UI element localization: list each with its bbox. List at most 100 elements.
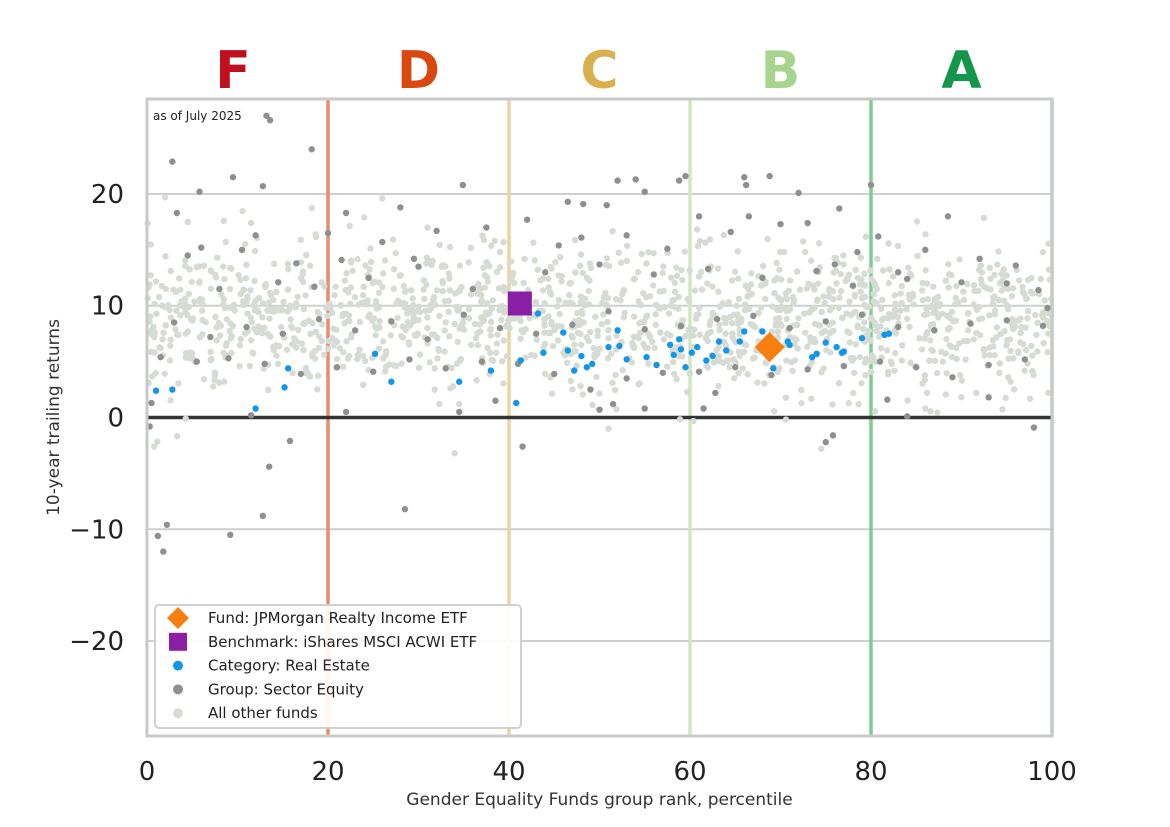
data-point [220, 263, 227, 270]
data-point [487, 332, 495, 339]
data-point [555, 242, 562, 249]
data-point [643, 260, 650, 267]
data-point [1030, 371, 1037, 379]
data-point [942, 350, 949, 357]
data-point [273, 352, 280, 359]
data-point [161, 194, 169, 201]
data-point [1019, 283, 1026, 291]
data-point [989, 299, 997, 307]
data-point [498, 305, 505, 313]
data-point [783, 315, 790, 323]
data-point [740, 348, 748, 356]
data-point [526, 314, 533, 322]
data-point [858, 380, 865, 387]
data-point [653, 361, 660, 369]
data-point [999, 406, 1006, 413]
data-point [695, 273, 703, 280]
data-point [986, 351, 993, 359]
data-point [716, 321, 723, 328]
data-point [975, 287, 982, 295]
data-point [488, 356, 495, 364]
y-tick-labels: −20 −10 0 10 20 [69, 180, 124, 657]
data-point [304, 369, 311, 377]
data-point [542, 269, 549, 276]
data-point [356, 318, 364, 326]
benchmark-marker [507, 291, 532, 316]
data-point [184, 311, 191, 319]
data-point [960, 288, 967, 295]
data-point [303, 251, 310, 259]
data-point [581, 295, 589, 302]
data-point [946, 314, 954, 322]
data-point [165, 301, 172, 309]
data-point [308, 146, 315, 153]
data-point [208, 268, 215, 275]
data-point [1003, 280, 1010, 287]
data-point [594, 332, 601, 340]
series-layer [144, 112, 1055, 555]
data-point [465, 314, 473, 322]
data-point [963, 280, 971, 288]
data-point [571, 341, 578, 348]
data-point [840, 348, 848, 355]
data-point [359, 352, 367, 360]
data-point [390, 285, 397, 292]
data-point [778, 304, 786, 312]
data-point [1000, 266, 1007, 273]
data-point [210, 383, 217, 390]
data-point [314, 372, 322, 380]
data-point [596, 345, 603, 352]
data-point [451, 450, 458, 457]
data-point [700, 405, 707, 412]
data-point [500, 238, 507, 246]
data-point [207, 333, 214, 341]
data-point [445, 333, 453, 340]
data-point [715, 352, 722, 360]
data-point [666, 341, 674, 349]
data-point [659, 269, 666, 277]
data-point [686, 298, 693, 305]
data-point [496, 248, 504, 256]
data-point [585, 301, 593, 308]
data-point [715, 382, 722, 390]
data-point [160, 329, 167, 336]
data-point [154, 532, 162, 540]
data-point [1015, 349, 1022, 356]
data-point [411, 331, 419, 339]
data-point [394, 314, 401, 322]
data-point [379, 270, 387, 277]
data-point [261, 324, 268, 331]
data-point [807, 338, 814, 345]
data-point [292, 304, 299, 311]
data-point [835, 379, 843, 387]
plot-border [145, 97, 1054, 738]
data-point [513, 399, 520, 407]
data-point [970, 301, 977, 308]
data-point [833, 343, 840, 351]
data-point [435, 400, 443, 408]
data-point [498, 316, 505, 324]
data-point [741, 301, 749, 308]
data-point [251, 307, 259, 314]
data-point [820, 365, 827, 372]
data-point [734, 311, 741, 318]
data-point [709, 283, 716, 290]
legend-item: All other funds [173, 704, 318, 722]
data-point [345, 317, 352, 324]
data-point [329, 309, 336, 317]
data-point [248, 337, 255, 344]
y-axis-label: 10-year trailing returns [44, 319, 64, 516]
data-point [836, 205, 843, 212]
data-point [424, 324, 431, 332]
data-point [904, 413, 911, 420]
data-point [891, 367, 898, 374]
data-point [302, 364, 310, 372]
data-point [796, 286, 804, 293]
data-point [577, 251, 585, 258]
data-point [1045, 389, 1052, 396]
data-point [1039, 314, 1047, 321]
data-point [152, 369, 159, 377]
data-point [719, 300, 726, 307]
data-point [390, 266, 398, 273]
data-point [342, 209, 350, 217]
